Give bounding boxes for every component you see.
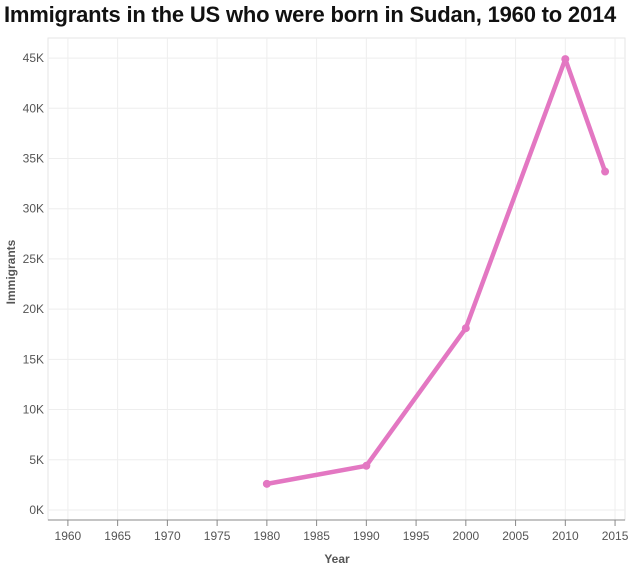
series-line: [264, 56, 608, 487]
x-tick-label: 1970: [154, 529, 181, 543]
plot-frame: [47, 37, 626, 521]
x-tick-label: 2000: [452, 529, 479, 543]
grid-lines: [47, 37, 626, 521]
chart-title: Immigrants in the US who were born in Su…: [4, 2, 617, 27]
x-tick-label: 1995: [403, 529, 430, 543]
data-point: [561, 55, 570, 64]
y-tick-label: 15K: [23, 352, 44, 366]
data-point: [601, 167, 610, 176]
x-tick-label: 1990: [353, 529, 380, 543]
y-tick-label: 0K: [29, 503, 44, 517]
y-tick-label: 30K: [23, 202, 44, 216]
y-axis-title: Immigrants: [4, 239, 18, 304]
x-tick-label: 1985: [303, 529, 330, 543]
y-tick-label: 10K: [23, 403, 44, 417]
y-tick-label: 35K: [23, 152, 44, 166]
x-tick-label: 1960: [55, 529, 82, 543]
x-tick-label: 1975: [204, 529, 231, 543]
x-tick-label: 1965: [104, 529, 131, 543]
data-point: [262, 479, 271, 488]
y-tick-label: 25K: [23, 252, 44, 266]
x-tick-label: 2005: [502, 529, 529, 543]
data-point: [362, 461, 371, 470]
x-tick-label: 2015: [602, 529, 629, 543]
y-tick-label: 20K: [23, 302, 44, 316]
x-axis: 1960 1965 1970 1975 1980 1985 1990 1995 2000 2005…: [48, 519, 629, 543]
x-tick-label: 2010: [552, 529, 579, 543]
y-tick-label: 40K: [23, 101, 44, 115]
data-point: [461, 324, 470, 333]
y-tick-label: 5K: [29, 453, 44, 467]
x-tick-label: 1980: [254, 529, 281, 543]
y-tick-label: 45K: [23, 51, 44, 65]
y-axis: 0K 5K 10K 15K 20K 25K 30K 35K 40K 45K: [23, 51, 44, 517]
x-axis-title: Year: [324, 552, 350, 566]
plot-area: [262, 55, 610, 488]
